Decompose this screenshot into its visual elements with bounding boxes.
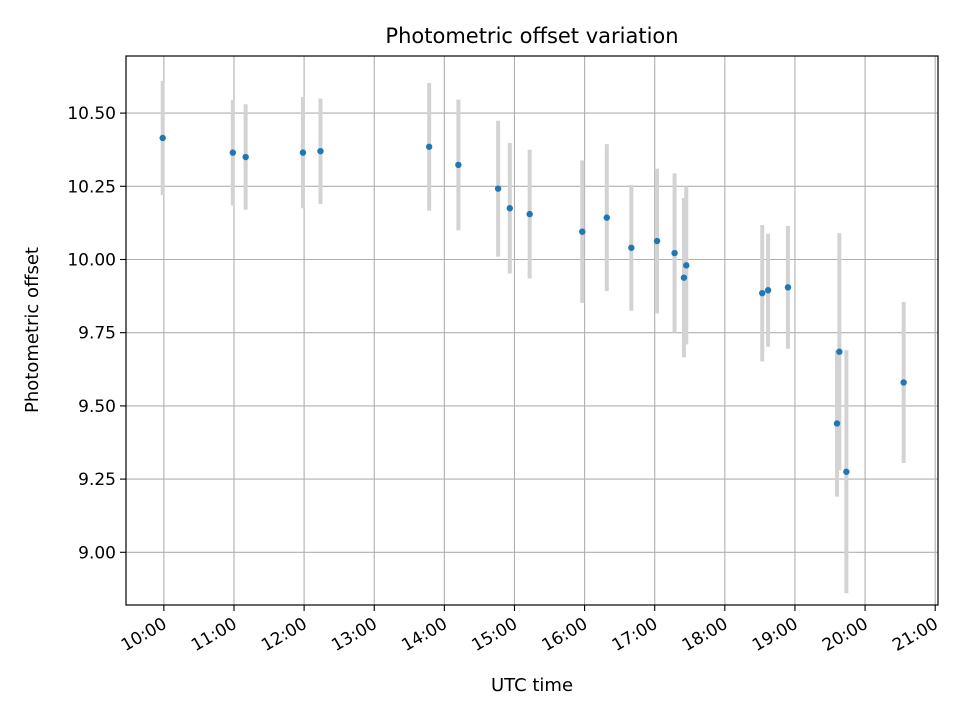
data-point xyxy=(833,420,841,427)
y-axis-ticks: 9.00 9.25 9.50 9.75 10.00 10.25 10.50 xyxy=(67,104,126,563)
data-point xyxy=(506,205,513,212)
data-point xyxy=(843,468,850,475)
data-point xyxy=(317,147,324,155)
data-point xyxy=(526,210,533,218)
y-tick-label: 9.50 xyxy=(78,397,116,417)
y-axis-label: Photometric offset xyxy=(22,247,43,413)
data-point xyxy=(425,143,433,150)
y-tick-label: 9.25 xyxy=(78,470,116,490)
data-point xyxy=(671,249,678,257)
data-point xyxy=(784,284,792,291)
data-point xyxy=(653,237,661,245)
y-tick-label: 9.75 xyxy=(78,324,116,344)
data-point xyxy=(299,149,307,156)
data-point xyxy=(242,153,249,161)
data-point xyxy=(680,274,688,281)
data-point xyxy=(159,134,166,142)
y-tick-label: 10.25 xyxy=(67,177,116,197)
y-tick-label: 10.50 xyxy=(67,104,116,124)
y-tick-label: 10.00 xyxy=(67,250,116,270)
data-point xyxy=(759,289,766,297)
data-point xyxy=(494,185,502,192)
data-point xyxy=(836,348,843,355)
grid xyxy=(126,56,938,605)
x-axis-label: UTC time xyxy=(491,675,573,696)
data-point xyxy=(683,262,690,269)
data-point xyxy=(455,161,462,169)
data-point xyxy=(229,149,237,156)
data-point xyxy=(764,287,772,294)
data-point xyxy=(900,379,907,386)
chart-title: Photometric offset variation xyxy=(385,24,678,48)
data-point xyxy=(628,244,635,251)
data-point xyxy=(579,228,586,235)
plot-area-frame xyxy=(125,55,939,606)
data-points xyxy=(159,134,907,475)
data-point xyxy=(603,214,610,221)
y-tick-label: 9.00 xyxy=(78,543,116,563)
